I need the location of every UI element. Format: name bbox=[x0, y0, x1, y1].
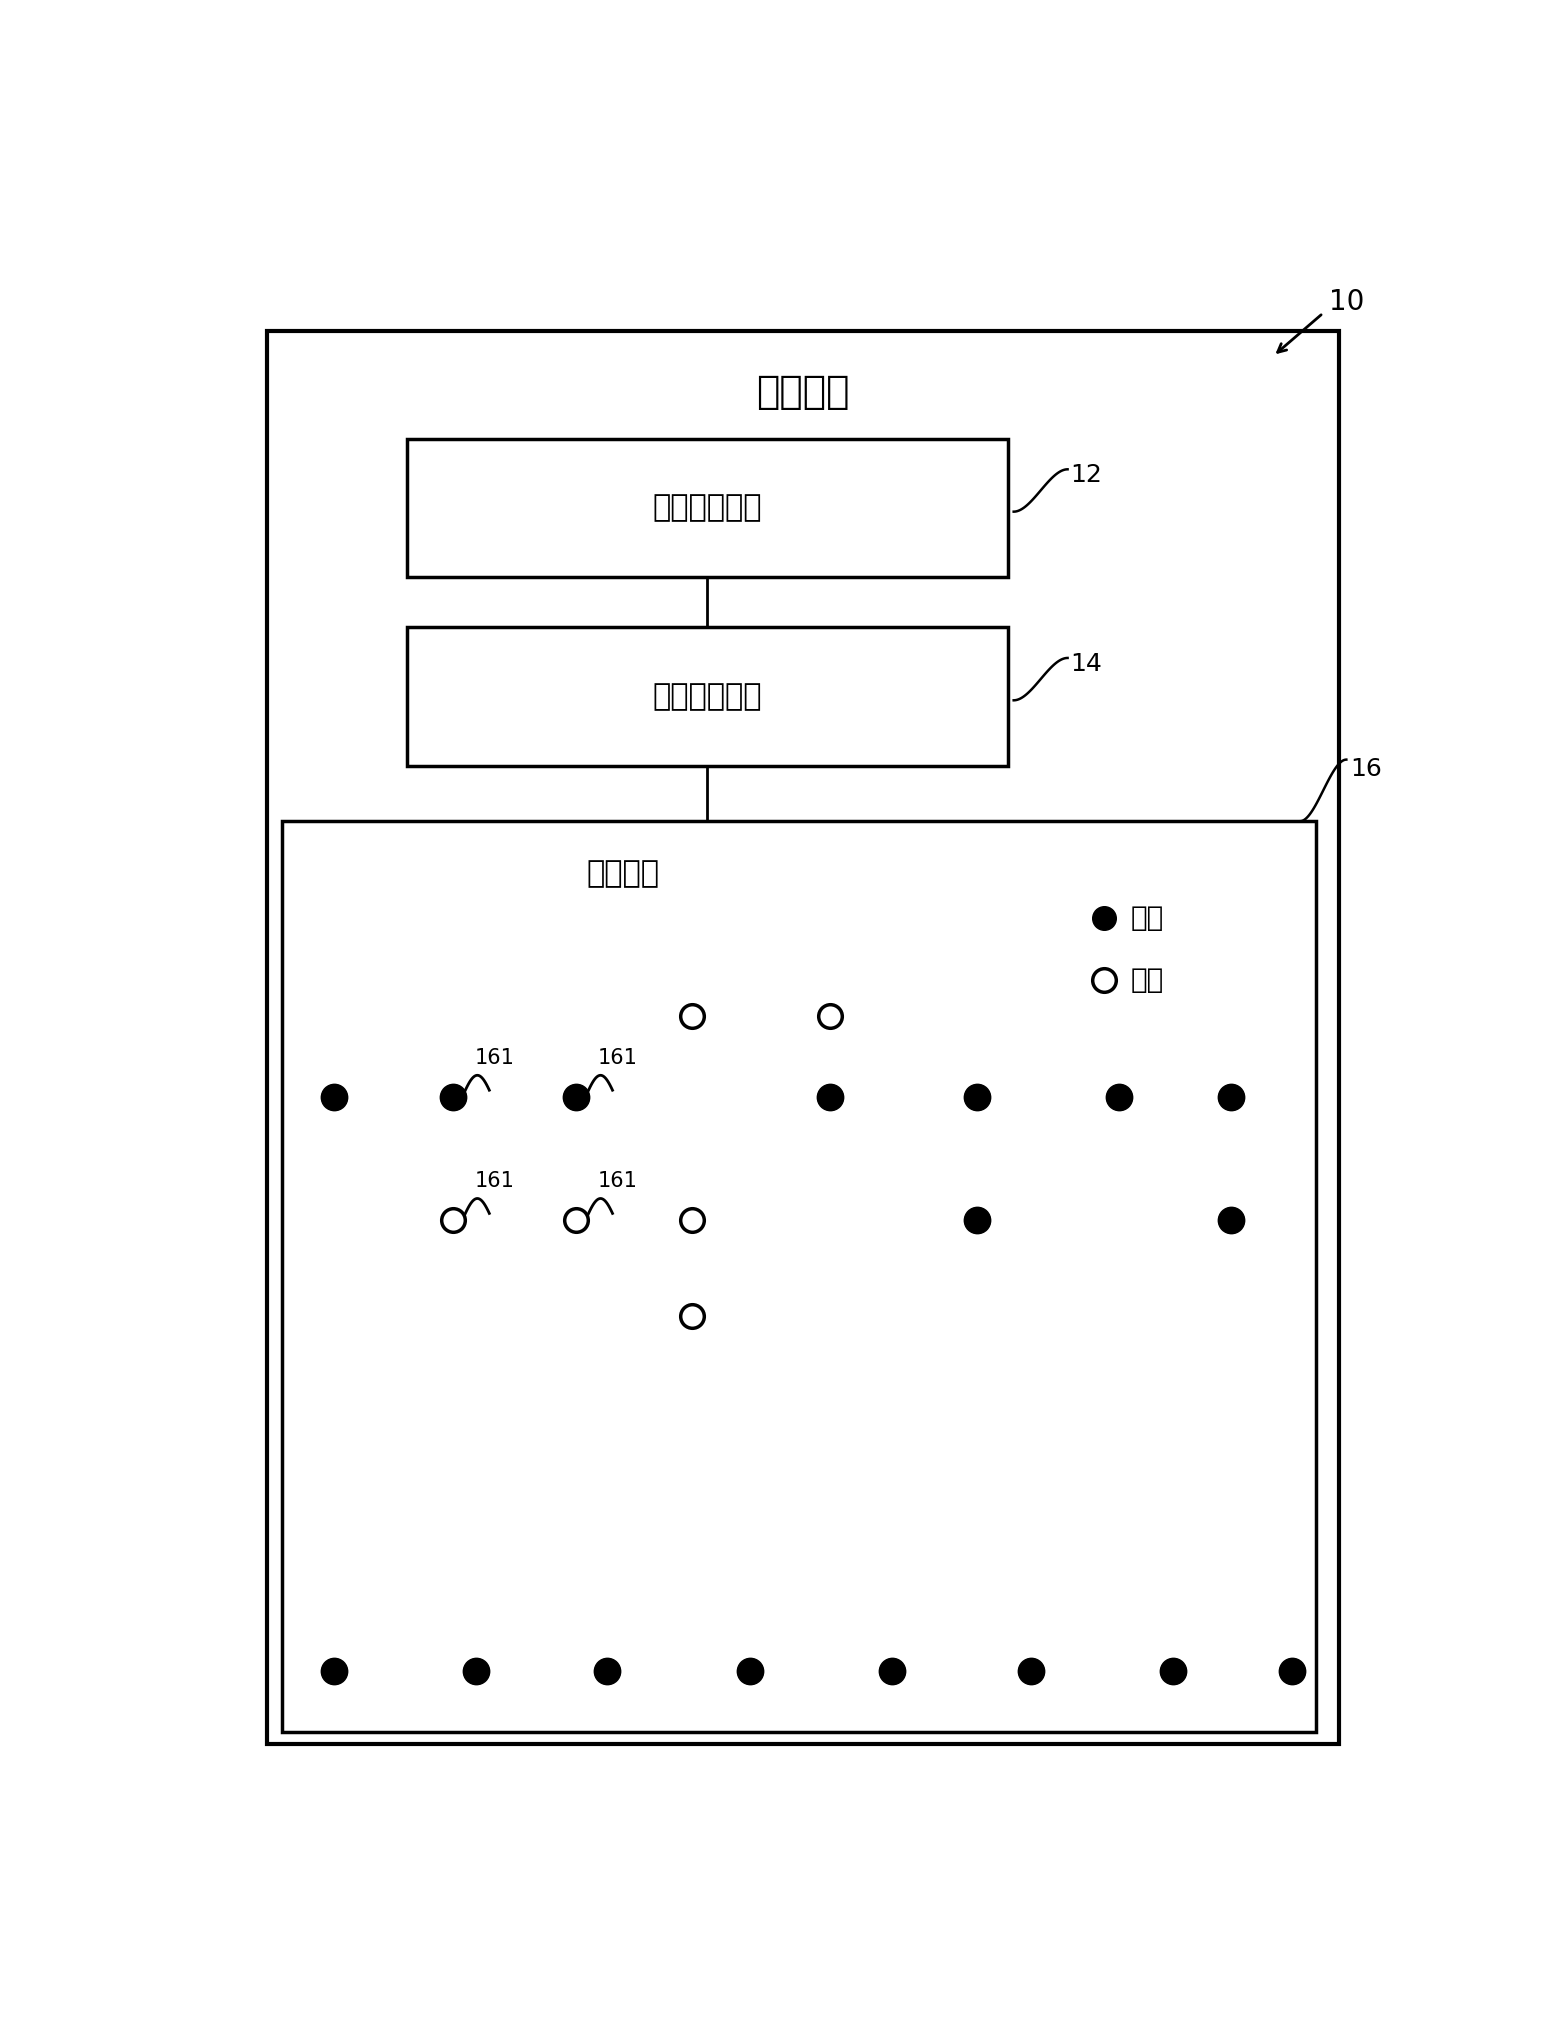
Text: 10: 10 bbox=[1330, 289, 1364, 317]
Text: 数据处理模块: 数据处理模块 bbox=[652, 682, 762, 710]
Text: 指示装置: 指示装置 bbox=[756, 373, 849, 412]
Text: 显示模块: 显示模块 bbox=[585, 860, 659, 888]
Bar bbox=[267, 331, 1339, 1744]
Text: 161: 161 bbox=[598, 1047, 638, 1068]
Text: 161: 161 bbox=[475, 1047, 515, 1068]
Text: 通路: 通路 bbox=[1130, 904, 1165, 932]
Text: 16: 16 bbox=[1350, 757, 1381, 781]
Text: 12: 12 bbox=[1071, 464, 1102, 488]
Text: 161: 161 bbox=[598, 1170, 638, 1191]
Text: 161: 161 bbox=[475, 1170, 515, 1191]
Bar bbox=[407, 438, 1007, 577]
Text: 14: 14 bbox=[1071, 652, 1102, 676]
Text: 断路: 断路 bbox=[1130, 967, 1165, 993]
Bar bbox=[283, 821, 1316, 1731]
Bar bbox=[407, 628, 1007, 765]
Text: 信号采集模块: 信号采集模块 bbox=[652, 492, 762, 523]
